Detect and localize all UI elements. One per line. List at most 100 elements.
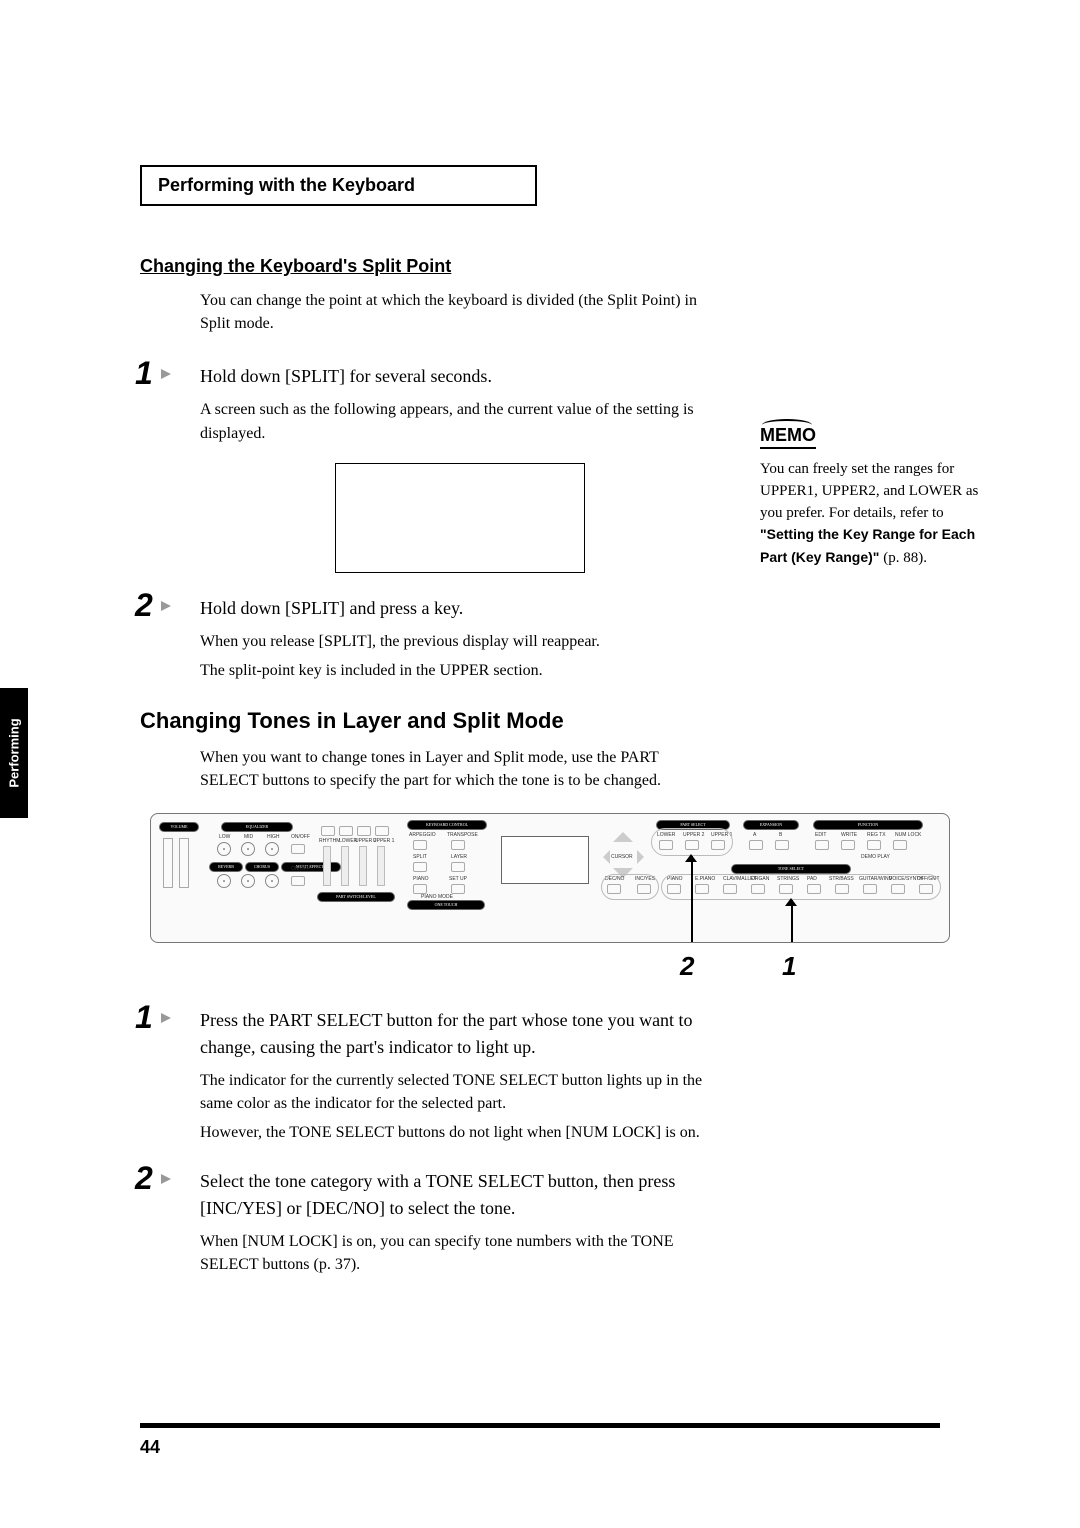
s2step2-head: Select the tone category with a TONE SEL…	[200, 1168, 720, 1222]
button-icon	[867, 840, 881, 850]
side-tab-label: Performing	[7, 718, 22, 787]
step-number-icon: 1	[135, 355, 153, 392]
label-split: SPLIT	[413, 854, 427, 860]
slider-icon	[323, 846, 331, 886]
lcd-screen	[501, 836, 589, 884]
label-multieffects: MULTI EFFECTS	[281, 862, 341, 872]
label-demoplay: DEMO PLAY	[861, 854, 890, 860]
section2-step1: 1 Press the PART SELECT button for the p…	[200, 1007, 720, 1145]
label-layer: LAYER	[451, 854, 467, 860]
page-number: 44	[140, 1437, 160, 1458]
step2-body2: The split-point key is included in the U…	[200, 659, 720, 682]
label-pianomode: PIANO MODE	[421, 894, 453, 900]
label-mid: MID	[244, 834, 253, 840]
section1-heading: Changing the Keyboard's Split Point	[140, 256, 990, 277]
label-onoff: ON/OFF	[291, 866, 310, 872]
knob-icon	[241, 874, 255, 888]
side-tab: Performing	[0, 688, 28, 818]
label-function: FUNCTION	[813, 820, 923, 830]
arrow-up-icon	[685, 854, 697, 862]
control-panel-figure: VOLUME EQUALIZER LOW MID HIGH ON/OFF REV…	[150, 813, 950, 943]
label-partswitchlevel: PART SWITCH/LEVEL	[317, 892, 395, 902]
callout-line	[791, 900, 793, 943]
group-outline	[651, 828, 733, 856]
label-equalizer: EQUALIZER	[221, 822, 293, 832]
knob-icon	[265, 842, 279, 856]
section1-intro: You can change the point at which the ke…	[200, 289, 710, 335]
cursor-up-icon	[613, 832, 633, 842]
knob-icon	[217, 842, 231, 856]
button-icon	[357, 826, 371, 836]
label-reverb: REVERB	[209, 862, 243, 872]
cursor-right-icon	[637, 850, 644, 864]
step-number-icon: 2	[135, 587, 153, 624]
s2step1-head: Press the PART SELECT button for the par…	[200, 1007, 720, 1061]
slider-icon	[377, 846, 385, 886]
footer-rule	[140, 1423, 940, 1428]
button-icon	[749, 840, 763, 850]
button-icon	[775, 840, 789, 850]
button-icon	[339, 826, 353, 836]
label-low: LOW	[219, 834, 230, 840]
label-setup: SET UP	[449, 876, 467, 882]
label-onetouch: ONE TOUCH	[407, 900, 485, 910]
button-icon	[291, 844, 305, 854]
section1-step2: 2 Hold down [SPLIT] and press a key. Whe…	[200, 595, 720, 682]
label-volume: VOLUME	[159, 822, 199, 832]
step-number-icon: 2	[135, 1160, 153, 1197]
callout-1: 1	[782, 951, 796, 982]
arrow-up-icon	[785, 898, 797, 906]
label-toneselect: TONE SELECT	[731, 864, 851, 874]
figure-callouts: 2 1	[150, 951, 950, 987]
label-regtx: REG TX	[867, 832, 886, 838]
memo-text2: (p. 88).	[879, 550, 927, 566]
button-icon	[451, 862, 465, 872]
button-icon	[815, 840, 829, 850]
button-icon	[451, 840, 465, 850]
label-numlock: NUM LOCK	[895, 832, 921, 838]
memo-text1: You can freely set the ranges for UPPER1…	[760, 461, 978, 521]
label-cursor: CURSOR	[611, 854, 633, 860]
label-piano: PIANO	[413, 876, 429, 882]
label-high: HIGH	[267, 834, 280, 840]
label-expansion: EXPANSION	[743, 820, 799, 830]
memo-bold: "Setting the Key Range for Each Part (Ke…	[760, 526, 975, 565]
label-rhythm: RHYTHM	[319, 838, 340, 844]
button-icon	[321, 826, 335, 836]
label-upper1: UPPER 1	[373, 838, 394, 844]
label-onoff: ON/OFF	[291, 834, 310, 840]
memo-text: You can freely set the ranges for UPPER1…	[760, 459, 985, 570]
volume-slider	[179, 838, 189, 888]
title-box: Performing with the Keyboard	[140, 165, 537, 206]
button-icon	[451, 884, 465, 894]
label-write: WRITE	[841, 832, 857, 838]
step-number-icon: 1	[135, 999, 153, 1036]
s2step1-body1: The indicator for the currently selected…	[200, 1069, 720, 1115]
label-a: A	[753, 832, 756, 838]
callout-line	[691, 856, 693, 943]
volume-slider	[163, 838, 173, 888]
label-keyboardcontrol: KEYBOARD CONTROL	[407, 820, 487, 830]
label-b: B	[779, 832, 782, 838]
group-outline	[661, 874, 941, 900]
button-icon	[413, 840, 427, 850]
label-transpose: TRANSPOSE	[447, 832, 478, 838]
button-icon	[291, 876, 305, 886]
section2-heading: Changing Tones in Layer and Split Mode	[140, 708, 990, 734]
page-content: Performing with the Keyboard Changing th…	[90, 0, 990, 1528]
step2-head: Hold down [SPLIT] and press a key.	[200, 595, 720, 622]
label-arpeggio: ARPEGGIO	[409, 832, 436, 838]
knob-icon	[265, 874, 279, 888]
button-icon	[413, 884, 427, 894]
button-icon	[893, 840, 907, 850]
step2-body1: When you release [SPLIT], the previous d…	[200, 630, 720, 653]
label-chorus: CHORUS	[245, 862, 279, 872]
memo-label: MEMO	[760, 425, 816, 449]
knob-icon	[217, 874, 231, 888]
label-edit: EDIT	[815, 832, 826, 838]
slider-icon	[359, 846, 367, 886]
step1-head: Hold down [SPLIT] for several seconds.	[200, 363, 720, 390]
step1-body: A screen such as the following appears, …	[200, 398, 720, 444]
button-icon	[375, 826, 389, 836]
button-icon	[413, 862, 427, 872]
